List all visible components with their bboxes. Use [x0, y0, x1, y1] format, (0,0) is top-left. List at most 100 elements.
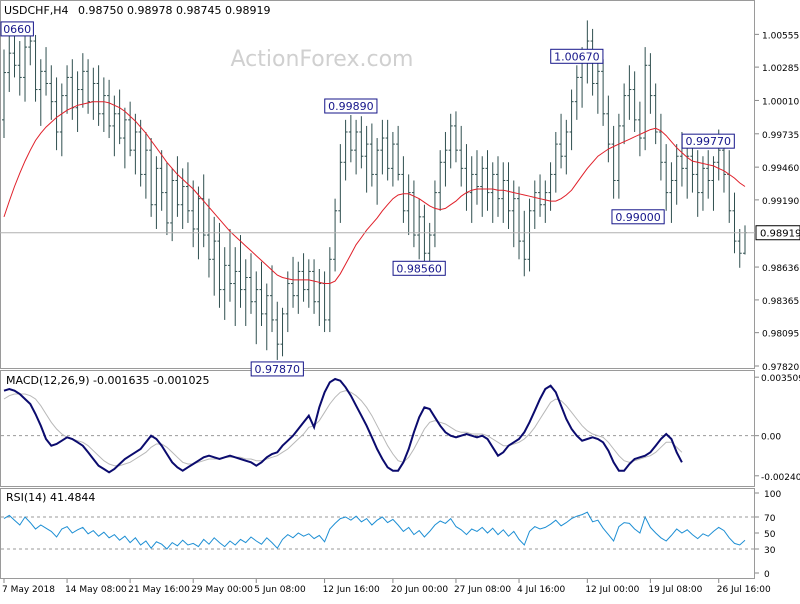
price-bar — [54, 77, 59, 151]
price-bar — [59, 83, 64, 157]
price-bar — [23, 31, 28, 102]
moving-average-line — [3, 101, 746, 284]
price-bar — [501, 162, 506, 223]
macd-main-line — [3, 377, 683, 474]
price-annotation-label: 0660 — [3, 23, 31, 36]
price-y-tick-label: 0.99735 — [762, 131, 799, 141]
x-axis-label: 20 Jun 00:00 — [391, 585, 448, 595]
price-bar — [548, 162, 553, 211]
price-y-tick-label: 0.99190 — [762, 197, 799, 207]
price-bar — [227, 228, 232, 302]
chart-symbol: USDCHF,H4 — [4, 4, 69, 17]
rsi-layer — [1, 511, 754, 550]
price-annotation-label: 0.99000 — [615, 211, 661, 224]
price-bar — [385, 119, 390, 181]
price-annotation-box — [324, 98, 378, 114]
macd-y-tick-label: 0.00 — [761, 433, 781, 443]
price-bar — [711, 156, 716, 211]
price-bar — [496, 156, 500, 217]
price-bar — [217, 222, 222, 308]
price-bar — [128, 101, 133, 157]
x-axis-label: 12 Jul 00:00 — [585, 585, 639, 595]
x-axis-label: 29 May 00:00 — [191, 585, 253, 595]
price-annotation: 0.99890 — [324, 98, 378, 114]
price-bar — [553, 131, 558, 193]
price-bar — [396, 125, 401, 181]
price-bar — [606, 95, 611, 163]
price-bar — [574, 65, 579, 120]
price-bar — [354, 119, 359, 175]
price-bar — [417, 198, 422, 260]
price-annotation-box — [392, 260, 446, 276]
price-annotation: 0.98560 — [392, 260, 446, 276]
price-annotation: 0660 — [0, 21, 34, 37]
price-bar — [38, 59, 43, 126]
price-bar — [101, 77, 106, 132]
price-y-tick-label: 0.99460 — [762, 164, 799, 174]
price-bar — [138, 119, 143, 187]
price-bar — [275, 301, 280, 360]
price-bar — [543, 180, 548, 223]
price-bar — [359, 116, 364, 169]
price-bar — [637, 101, 642, 157]
price-bar — [270, 265, 275, 333]
price-bar — [506, 162, 511, 229]
price-bar — [453, 111, 458, 163]
price-annotation: 0.99770 — [681, 133, 735, 149]
price-bar — [517, 186, 522, 260]
price-bar — [212, 216, 217, 296]
price-annotation: 1.00670 — [550, 48, 604, 64]
price-bar — [159, 150, 164, 211]
price-annotation-label: 0.97870 — [255, 363, 301, 376]
watermark: ActionForex.com — [231, 47, 414, 72]
price-bar — [154, 156, 159, 229]
price-bar — [2, 49, 6, 139]
price-bar — [364, 125, 369, 193]
price-bar — [343, 119, 348, 181]
price-bar — [648, 53, 653, 114]
price-bar — [33, 34, 38, 102]
price-bar — [375, 138, 380, 205]
price-bar — [96, 65, 101, 126]
price-bar — [206, 198, 211, 278]
price-bar — [196, 186, 201, 260]
price-bar — [254, 271, 259, 345]
price-bar — [601, 59, 606, 126]
price-bar — [117, 89, 122, 145]
rsi-panel-frame — [0, 488, 755, 579]
price-bar — [611, 125, 616, 199]
price-bar — [658, 113, 663, 181]
price-bar — [669, 162, 674, 223]
price-annotation: 0.99000 — [611, 209, 665, 225]
current-price-box — [755, 225, 800, 241]
price-bar — [222, 247, 227, 320]
price-y-tick-label: 1.00285 — [762, 64, 799, 74]
price-bar — [685, 144, 690, 199]
price-annotation-box — [550, 48, 604, 64]
price-annotation-box — [611, 209, 665, 225]
price-bar — [627, 65, 632, 120]
price-bar — [538, 174, 543, 217]
macd-title: MACD(12,26,9) -0.001635 -0.001025 — [6, 374, 209, 387]
price-bar — [301, 253, 306, 302]
price-annotation: 0.97870 — [250, 361, 304, 377]
price-y-tick-label: 1.00555 — [762, 31, 799, 41]
price-bar — [411, 180, 416, 248]
rsi-y-tick-label: 70 — [764, 514, 776, 524]
price-y-tick-label: 0.98365 — [762, 297, 799, 307]
price-bar — [44, 47, 49, 96]
x-axis-label: 19 Jul 08:00 — [648, 585, 702, 595]
price-annotation-box — [0, 21, 34, 37]
price-bar — [191, 180, 196, 248]
price-bar — [369, 123, 374, 187]
price-bar — [522, 210, 527, 277]
rsi-y-tick-label: 30 — [764, 546, 776, 556]
price-bar — [490, 162, 495, 223]
current-price-label: 0.98919 — [760, 229, 800, 240]
x-axis-label: 5 Jun 08:00 — [254, 585, 306, 595]
price-bar — [122, 107, 127, 169]
axis-layer: 1.00555 1.00285 1.00010 0.99735 0.99460 0.991… — [2, 31, 800, 595]
price-annotation-box — [681, 133, 735, 149]
